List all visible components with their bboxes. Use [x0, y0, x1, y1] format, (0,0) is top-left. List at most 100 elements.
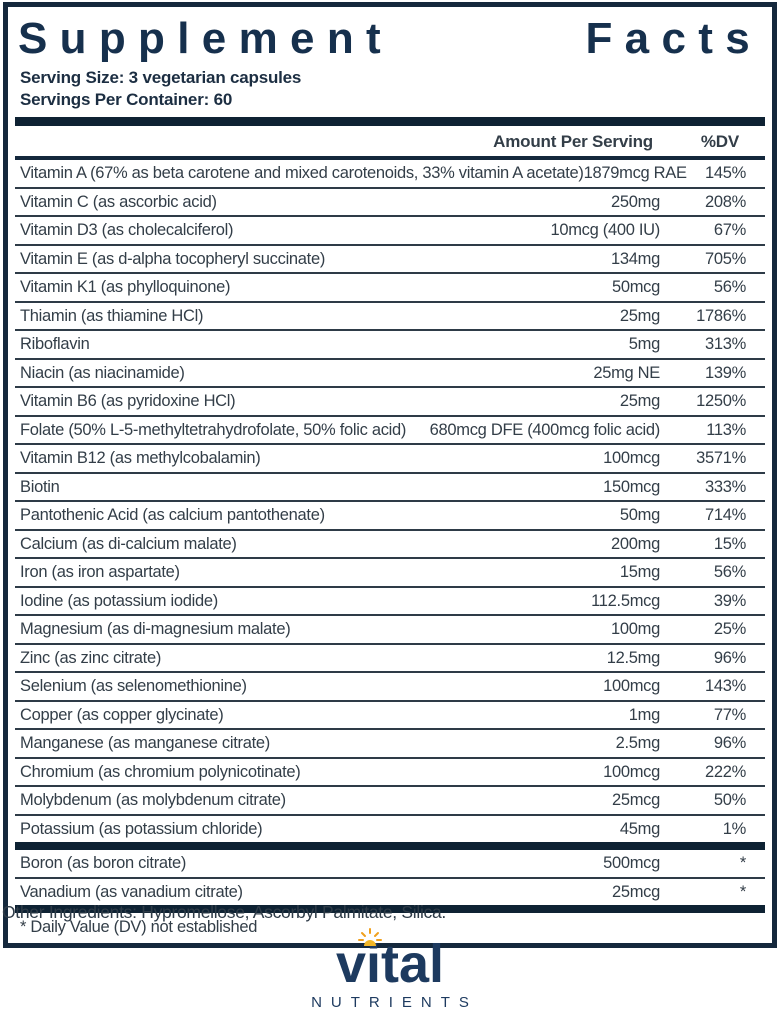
- servings-per-container: Servings Per Container: 60: [20, 90, 233, 109]
- serving-size: Serving Size: 3 vegetarian capsules: [20, 68, 302, 87]
- nutrient-dv: 333%: [704, 477, 746, 496]
- nutrient-name: Chromium (as chromium polynicotinate): [20, 762, 301, 781]
- nutrient-amount: 500mcg: [603, 854, 660, 872]
- nutrient-name: Vitamin C (as ascorbic acid): [20, 192, 217, 211]
- table-row: Boron (as boron citrate) 500mcg *: [15, 850, 765, 879]
- nutrient-name: Iodine (as potassium iodide): [20, 591, 218, 610]
- nutrient-name: Vitamin A (67% as beta carotene and mixe…: [20, 164, 584, 182]
- nutrient-amount: 150mcg: [603, 477, 660, 496]
- brand-wordmark: vital: [335, 928, 445, 994]
- table-row: Copper (as copper glycinate) 1mg 77%: [15, 702, 765, 730]
- nutrient-amount: 2.5mg: [615, 734, 661, 752]
- table-row: Manganese (as manganese citrate) 2.5mg 9…: [15, 730, 765, 759]
- table-row: Magnesium (as di-magnesium malate) 100mg…: [15, 616, 765, 645]
- nutrient-dv: 143%: [704, 677, 746, 695]
- column-header-amount: Amount Per Serving: [493, 132, 653, 151]
- table-row: Selenium (as selenomethionine) 100mcg 14…: [15, 673, 765, 702]
- panel-title: Supplement Facts: [8, 7, 772, 63]
- nutrient-name: Potassium (as potassium chloride): [20, 819, 263, 838]
- table-row: Vitamin C (as ascorbic acid) 250mg 208%: [15, 189, 765, 217]
- nutrient-dv: 714%: [704, 506, 746, 524]
- nutrient-amount: 200mg: [611, 534, 660, 553]
- nutrient-name: Riboflavin: [20, 335, 90, 353]
- nutrient-dv: 113%: [706, 420, 746, 439]
- nutrient-amount: 25mg: [619, 392, 660, 410]
- table-row: Vitamin E (as d-alpha tocopheryl succina…: [15, 246, 765, 274]
- nutrient-dv: 77%: [713, 705, 746, 724]
- nutrient-name: Zinc (as zinc citrate): [20, 648, 162, 667]
- serving-info: Serving Size: 3 vegetarian capsules Serv…: [8, 63, 772, 113]
- nutrient-dv: 39%: [713, 591, 746, 610]
- nutrient-dv: *: [739, 882, 746, 901]
- nutrient-dv: 15%: [713, 534, 746, 553]
- nutrient-name: Molybdenum (as molybdenum citrate): [20, 791, 286, 809]
- nutrient-amount: 100mcg: [603, 677, 660, 695]
- supplement-facts-panel: Supplement Facts Serving Size: 3 vegetar…: [3, 2, 777, 948]
- nutrient-amount: 45mg: [619, 819, 660, 838]
- nutrient-dv: 222%: [704, 762, 746, 781]
- nutrient-name: Selenium (as selenomethionine): [20, 677, 247, 695]
- table-row: Riboflavin 5mg 313%: [15, 331, 765, 360]
- nutrient-dv: 145%: [704, 164, 746, 182]
- nutrient-name: Thiamin (as thiamine HCl): [20, 306, 204, 325]
- nutrient-name: Vitamin E (as d-alpha tocopheryl succina…: [20, 249, 326, 268]
- nutrient-amount: 100mcg: [603, 762, 660, 781]
- nutrient-name: Biotin: [20, 477, 60, 496]
- nutrient-amount: 134mg: [611, 249, 660, 268]
- nutrient-dv: 705%: [704, 249, 746, 268]
- table-row: Molybdenum (as molybdenum citrate) 25mcg…: [15, 787, 765, 816]
- nutrient-amount: 15mg: [619, 563, 660, 581]
- table-row: Iron (as iron aspartate) 15mg 56%: [15, 559, 765, 588]
- nutrient-amount: 680mcg DFE (400mcg folic acid): [429, 420, 661, 439]
- nutrient-name: Niacin (as niacinamide): [20, 363, 185, 382]
- panel-title-right: Facts: [585, 14, 762, 63]
- nutrient-dv: 96%: [713, 734, 746, 752]
- nutrient-amount: 100mcg: [603, 449, 660, 467]
- daily-value-footnote: * Daily Value (DV) not established: [20, 918, 258, 936]
- nutrient-amount: 1mg: [628, 705, 661, 724]
- table-row: Pantothenic Acid (as calcium pantothenat…: [15, 502, 765, 531]
- brand-subtitle: NUTRIENTS: [311, 994, 478, 1011]
- nutrient-name: Boron (as boron citrate): [20, 854, 187, 872]
- table-row: Vitamin B6 (as pyridoxine HCl) 25mg 1250…: [15, 388, 765, 417]
- table-row: Calcium (as di-calcium malate) 200mg 15%: [15, 531, 765, 559]
- table-row: Vitamin B12 (as methylcobalamin) 100mcg …: [15, 445, 765, 474]
- brand-logo: vital NUTRIENTS: [0, 928, 780, 1011]
- nutrient-name: Magnesium (as di-magnesium malate): [20, 620, 291, 638]
- table-row: Thiamin (as thiamine HCl) 25mg 1786%: [15, 303, 765, 331]
- nutrient-name: Vanadium (as vanadium citrate): [20, 882, 243, 901]
- table-row: Niacin (as niacinamide) 25mg NE 139%: [15, 360, 765, 388]
- no-dv-rows: Boron (as boron citrate) 500mcg * Vanadi…: [15, 850, 765, 905]
- nutrient-dv: *: [739, 854, 746, 872]
- nutrient-amount: 50mg: [619, 506, 660, 524]
- nutrient-amount: 100mg: [611, 620, 660, 638]
- nutrient-dv: 1%: [722, 819, 747, 838]
- table-row: Potassium (as potassium chloride) 45mg 1…: [15, 816, 765, 843]
- nutrient-dv: 56%: [713, 563, 746, 581]
- nutrient-amount: 1879mcg RAE: [583, 164, 687, 182]
- nutrient-name: Pantothenic Acid (as calcium pantothenat…: [20, 506, 325, 524]
- nutrient-amount: 5mg: [628, 335, 661, 353]
- nutrient-dv: 313%: [704, 335, 746, 353]
- nutrient-name: Vitamin B12 (as methylcobalamin): [20, 449, 261, 467]
- table-row: Vitamin A (67% as beta carotene and mixe…: [15, 160, 765, 189]
- nutrient-name: Iron (as iron aspartate): [20, 563, 180, 581]
- table-row: Iodine (as potassium iodide) 112.5mcg 39…: [15, 588, 765, 616]
- nutrient-dv: 208%: [704, 192, 746, 211]
- nutrient-amount: 25mcg: [611, 882, 660, 901]
- brand-name: vital: [335, 934, 445, 994]
- nutrient-amount: 25mcg: [611, 791, 660, 809]
- nutrient-dv: 67%: [713, 221, 746, 239]
- nutrient-name: Copper (as copper glycinate): [20, 705, 224, 724]
- table-row: Vanadium (as vanadium citrate) 25mcg *: [15, 879, 765, 906]
- table-row: Vitamin K1 (as phylloquinone) 50mcg 56%: [15, 274, 765, 303]
- divider-thick-top: [15, 117, 765, 126]
- nutrient-amount: 25mg: [619, 306, 660, 325]
- other-ingredients: Other Ingredients: Hypromellose, Ascorby…: [2, 902, 446, 922]
- nutrient-name: Vitamin B6 (as pyridoxine HCl): [20, 392, 236, 410]
- nutrient-dv: 1786%: [696, 306, 746, 325]
- divider-thick-middle: [15, 842, 765, 850]
- nutrient-dv: 1250%: [696, 392, 746, 410]
- nutrient-name: Folate (50% L-5-methyltetrahydrofolate, …: [20, 420, 407, 439]
